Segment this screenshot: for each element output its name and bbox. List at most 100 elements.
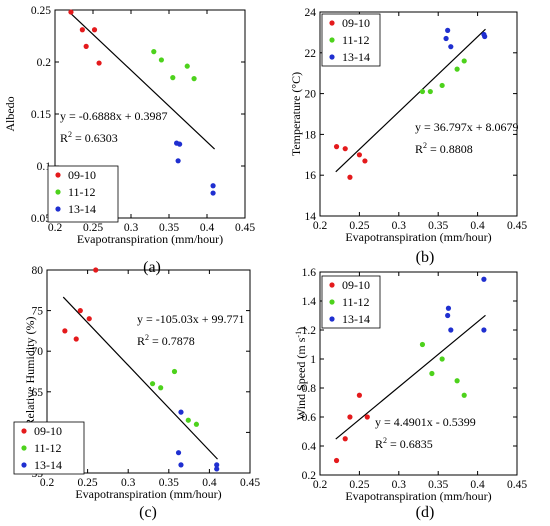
- legend-label-09-10: 09-10: [68, 168, 96, 182]
- data-point-11-12: [193, 421, 200, 427]
- data-point-13-14: [175, 158, 181, 164]
- legend-label-09-10: 09-10: [34, 424, 62, 438]
- plot-frame: [319, 271, 518, 476]
- x-axis-label: Evapotranspiration (mm/hour): [345, 489, 491, 503]
- data-point-09-10: [356, 152, 362, 158]
- y-tick-label: 1.4: [302, 296, 317, 308]
- x-tick-label: 0.35: [159, 477, 179, 489]
- regression-equation: y = -105.03x + 99.771: [137, 312, 245, 326]
- y-axis-label: Relative Humidity (%): [23, 317, 37, 427]
- data-point-11-12: [151, 49, 157, 55]
- data-point-11-12: [149, 381, 156, 387]
- data-point-09-10: [73, 336, 79, 342]
- legend-marker-13-14: [329, 54, 335, 60]
- y-tick-label: 75: [32, 306, 44, 318]
- legend-label-11-12: 11-12: [68, 185, 96, 199]
- y-tick-label: 0.25: [31, 5, 51, 17]
- x-tick-label: 0.3: [124, 222, 139, 234]
- trend-line: [69, 12, 216, 150]
- chart-panel-c: 0.20.250.30.350.40.45556065707580Evapotr…: [13, 265, 260, 521]
- y-tick-label: 1: [310, 354, 316, 366]
- x-tick-label: 0.25: [349, 220, 369, 232]
- data-point-13-14: [177, 141, 183, 147]
- x-axis-label: Evapotranspiration (mm/hour): [75, 487, 221, 501]
- y-tick-label: 18: [305, 129, 317, 141]
- panel-caption: (c): [139, 504, 157, 521]
- legend-marker-09-10: [329, 282, 335, 288]
- x-tick-label: 0.45: [235, 222, 255, 234]
- y-axis-label: Wind Speed (m s-1): [294, 327, 308, 420]
- legend-marker-13-14: [21, 462, 27, 468]
- y-tick-label: 0.05: [31, 213, 51, 225]
- y-tick-label: 80: [32, 265, 44, 277]
- x-tick-label: 0.2: [313, 220, 328, 232]
- legend-label-13-14: 13-14: [342, 312, 370, 326]
- x-tick-label: 0.3: [392, 220, 407, 232]
- x-tick-label: 0.4: [470, 479, 485, 491]
- y-tick-label: 20: [305, 89, 317, 101]
- data-point-09-10: [86, 316, 92, 322]
- x-tick-label: 0.2: [40, 477, 55, 489]
- legend-label-11-12: 11-12: [342, 33, 370, 47]
- legend: 09-10 11-12 13-14: [13, 421, 85, 475]
- x-tick-label: 0.35: [428, 220, 448, 232]
- y-tick-label: 0.4: [302, 441, 317, 453]
- data-point-11-12: [461, 58, 467, 64]
- data-point-09-10: [347, 174, 353, 180]
- data-point-09-10: [362, 158, 368, 164]
- data-point-11-12: [419, 341, 426, 348]
- chart-panel-a: 0.2 0.25 0.3 0.35 0.4 0.450.050.10.150.20.25E…: [3, 5, 255, 276]
- x-tick-label: 0.25: [349, 479, 369, 491]
- data-point-11-12: [191, 76, 197, 82]
- x-tick-label: 0.2: [48, 222, 63, 234]
- x-axis-label: Evapotranspiration (mm/hour): [77, 232, 223, 246]
- legend-label-13-14: 13-14: [34, 458, 62, 472]
- r-squared-label: R2 = 0.6835: [375, 436, 433, 451]
- legend-label-11-12: 11-12: [34, 441, 62, 455]
- legend-marker-09-10: [21, 428, 27, 434]
- legend-marker-13-14: [55, 206, 61, 212]
- data-point-11-12: [454, 66, 460, 72]
- panel-caption: (b): [416, 249, 435, 266]
- data-point-11-12: [454, 378, 460, 384]
- data-point-11-12: [184, 63, 190, 69]
- x-tick-label: 0.25: [78, 477, 98, 489]
- y-tick-label: 14: [305, 211, 317, 223]
- data-point-13-14: [445, 27, 451, 33]
- data-point-11-12: [427, 88, 433, 95]
- data-point-09-10: [79, 27, 85, 33]
- legend-marker-11-12: [55, 189, 61, 195]
- y-tick-label: 0.2: [37, 57, 52, 69]
- data-point-09-10: [93, 267, 99, 273]
- data-point-13-14: [448, 44, 454, 50]
- plot-frame: [46, 269, 251, 474]
- trend-line: [335, 314, 486, 440]
- data-point-11-12: [170, 75, 176, 81]
- legend-marker-09-10: [55, 172, 61, 178]
- data-point-13-14: [210, 190, 216, 196]
- y-tick-label: 70: [32, 346, 44, 358]
- data-point-11-12: [158, 385, 164, 391]
- data-point-09-10: [77, 308, 83, 314]
- y-tick-label: 0.6: [302, 412, 317, 424]
- trend-line: [62, 296, 218, 460]
- legend: 09-10 11-12 13-14: [321, 275, 381, 329]
- legend-label-09-10: 09-10: [342, 278, 370, 292]
- data-point-13-14: [175, 450, 182, 456]
- legend-label-09-10: 09-10: [342, 16, 370, 30]
- data-point-11-12: [171, 368, 178, 375]
- x-tick-label: 0.3: [121, 477, 136, 489]
- data-point-13-14: [481, 276, 487, 282]
- data-point-11-12: [185, 417, 191, 423]
- data-point-11-12: [461, 392, 467, 398]
- data-point-09-10: [83, 43, 89, 50]
- x-tick-label: 0.3: [392, 479, 407, 491]
- panel-caption: (d): [416, 504, 435, 521]
- data-point-09-10: [342, 146, 348, 152]
- x-tick-label: 0.4: [470, 220, 485, 232]
- y-tick-label: 1.6: [302, 267, 317, 279]
- data-point-13-14: [214, 462, 220, 468]
- data-point-09-10: [364, 414, 370, 420]
- legend-marker-11-12: [329, 37, 335, 43]
